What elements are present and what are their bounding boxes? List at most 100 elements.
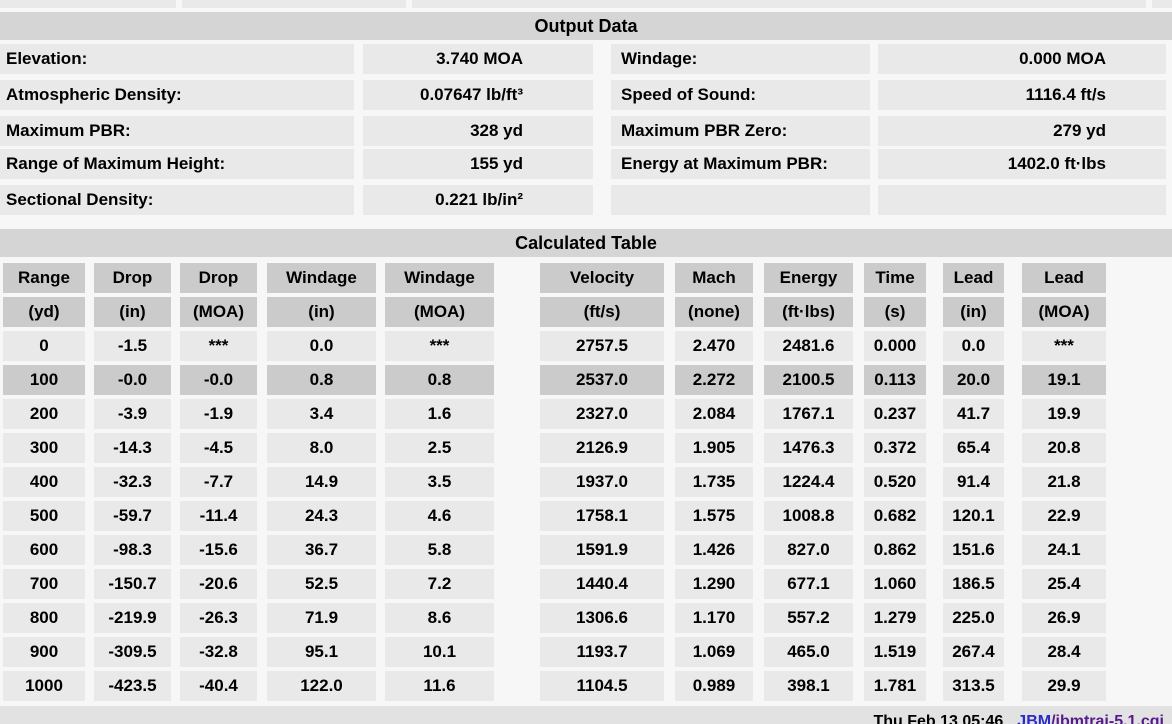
table-cell: 800 bbox=[3, 603, 85, 633]
table-cell: 2481.6 bbox=[764, 331, 853, 361]
output-value: 328 yd bbox=[363, 116, 593, 146]
table-cell: 20.8 bbox=[1022, 433, 1106, 463]
table-row: 800 -219.9 -26.3 71.9 8.6 1306.6 1.170 557.2 1.2… bbox=[0, 603, 1172, 633]
table-cell: -423.5 bbox=[94, 671, 171, 701]
cropped-cell bbox=[182, 0, 406, 8]
table-cell: 0.520 bbox=[864, 467, 926, 497]
table-cell: 557.2 bbox=[764, 603, 853, 633]
table-cell: 91.4 bbox=[943, 467, 1004, 497]
column-header-name: Mach bbox=[675, 263, 753, 293]
footer-timestamp: Thu Feb 13 05:46 bbox=[873, 713, 1004, 724]
table-cell: -309.5 bbox=[94, 637, 171, 667]
column-header-unit: (s) bbox=[864, 297, 926, 327]
table-cell: -1.5 bbox=[94, 331, 171, 361]
output-value: 0.07647 lb/ft³ bbox=[363, 80, 593, 110]
table-cell: -1.9 bbox=[180, 399, 257, 429]
column-header-unit: (in) bbox=[943, 297, 1004, 327]
output-label: Maximum PBR: bbox=[0, 116, 354, 146]
column-header-unit: (ft/s) bbox=[540, 297, 664, 327]
table-cell: 0.682 bbox=[864, 501, 926, 531]
table-cell: -15.6 bbox=[180, 535, 257, 565]
table-header-units-row: (yd) (in) (MOA) (in) (MOA) (ft/s) (none) (ft·lb… bbox=[0, 297, 1172, 327]
table-cell: 151.6 bbox=[943, 535, 1004, 565]
table-cell: 0.8 bbox=[385, 365, 494, 395]
table-cell: 2.272 bbox=[675, 365, 753, 395]
table-cell: 100 bbox=[3, 365, 85, 395]
footer-link-script[interactable]: /jbmtraj-5.1.cgi bbox=[1051, 713, 1164, 724]
table-cell: 1591.9 bbox=[540, 535, 664, 565]
table-cell: *** bbox=[180, 331, 257, 361]
cropped-cell bbox=[1152, 0, 1172, 8]
table-cell: 1.060 bbox=[864, 569, 926, 599]
table-cell: -219.9 bbox=[94, 603, 171, 633]
table-cell: -0.0 bbox=[94, 365, 171, 395]
table-cell: 120.1 bbox=[943, 501, 1004, 531]
table-cell: *** bbox=[1022, 331, 1106, 361]
table-cell: 600 bbox=[3, 535, 85, 565]
table-cell: 1.735 bbox=[675, 467, 753, 497]
column-header-unit: (none) bbox=[675, 297, 753, 327]
output-data-group: Sectional Density: 0.221 lb/in² bbox=[0, 185, 1172, 215]
table-cell: 95.1 bbox=[267, 637, 376, 667]
output-data-row: Atmospheric Density: 0.07647 lb/ft³ Speed … bbox=[0, 80, 1172, 110]
table-cell: -7.7 bbox=[180, 467, 257, 497]
table-cell: 1306.6 bbox=[540, 603, 664, 633]
table-cell: 1.426 bbox=[675, 535, 753, 565]
table-cell: 1008.8 bbox=[764, 501, 853, 531]
table-cell: 20.0 bbox=[943, 365, 1004, 395]
table-cell: 0.372 bbox=[864, 433, 926, 463]
output-label: Atmospheric Density: bbox=[0, 80, 354, 110]
table-cell: 0.8 bbox=[267, 365, 376, 395]
output-value bbox=[878, 185, 1166, 215]
table-cell: 1000 bbox=[3, 671, 85, 701]
table-cell: 8.0 bbox=[267, 433, 376, 463]
output-label: Sectional Density: bbox=[0, 185, 354, 215]
table-cell: 0 bbox=[3, 331, 85, 361]
table-row: 200 -3.9 -1.9 3.4 1.6 2327.0 2.084 1767.1 0.237 4… bbox=[0, 399, 1172, 429]
cropped-row-above bbox=[0, 0, 1172, 8]
table-cell: 827.0 bbox=[764, 535, 853, 565]
output-data-row: Range of Maximum Height: 155 yd Energy at … bbox=[0, 149, 1172, 179]
table-header-names-row: Range Drop Drop Windage Windage Velocity Mach E… bbox=[0, 263, 1172, 293]
output-data-row: Maximum PBR: 328 yd Maximum PBR Zero: 279 y… bbox=[0, 116, 1172, 146]
table-cell: 0.113 bbox=[864, 365, 926, 395]
table-row: 300 -14.3 -4.5 8.0 2.5 2126.9 1.905 1476.3 0.372… bbox=[0, 433, 1172, 463]
table-cell: 65.4 bbox=[943, 433, 1004, 463]
table-cell: 1.290 bbox=[675, 569, 753, 599]
table-row: 900 -309.5 -32.8 95.1 10.1 1193.7 1.069 465.0 1.… bbox=[0, 637, 1172, 667]
column-header-unit: (in) bbox=[267, 297, 376, 327]
table-row: 1000 -423.5 -40.4 122.0 11.6 1104.5 0.989 398.1… bbox=[0, 671, 1172, 701]
column-header-name: Time bbox=[864, 263, 926, 293]
footer-link-jbm[interactable]: JBM bbox=[1017, 713, 1052, 724]
table-cell: 4.6 bbox=[385, 501, 494, 531]
table-cell: 1758.1 bbox=[540, 501, 664, 531]
table-cell: 2757.5 bbox=[540, 331, 664, 361]
output-value: 0.221 lb/in² bbox=[363, 185, 593, 215]
table-cell: 313.5 bbox=[943, 671, 1004, 701]
output-data-row: Elevation: 3.740 MOA Windage: 0.000 MOA bbox=[0, 44, 1172, 74]
table-cell: 41.7 bbox=[943, 399, 1004, 429]
column-header-name: Windage bbox=[385, 263, 494, 293]
column-header-name: Windage bbox=[267, 263, 376, 293]
table-cell: -98.3 bbox=[94, 535, 171, 565]
table-cell: 700 bbox=[3, 569, 85, 599]
table-cell: 398.1 bbox=[764, 671, 853, 701]
table-cell: 0.862 bbox=[864, 535, 926, 565]
table-cell: 1.519 bbox=[864, 637, 926, 667]
output-value: 155 yd bbox=[363, 149, 593, 179]
table-row: 100 -0.0 -0.0 0.8 0.8 2537.0 2.272 2100.5 0.113 2… bbox=[0, 365, 1172, 395]
footer-bar: Thu Feb 13 05:46 JBM/jbmtraj-5.1.cgi bbox=[0, 706, 1172, 724]
output-data-group: Maximum PBR: 328 yd Maximum PBR Zero: 279 y… bbox=[0, 116, 1172, 179]
output-label: Elevation: bbox=[0, 44, 354, 74]
table-cell: -59.7 bbox=[94, 501, 171, 531]
table-cell: 10.1 bbox=[385, 637, 494, 667]
table-row: 500 -59.7 -11.4 24.3 4.6 1758.1 1.575 1008.8 0.6… bbox=[0, 501, 1172, 531]
table-cell: 2.084 bbox=[675, 399, 753, 429]
column-header-unit: (MOA) bbox=[385, 297, 494, 327]
table-cell: -14.3 bbox=[94, 433, 171, 463]
table-cell: *** bbox=[385, 331, 494, 361]
table-cell: 900 bbox=[3, 637, 85, 667]
table-cell: 24.3 bbox=[267, 501, 376, 531]
table-cell: -20.6 bbox=[180, 569, 257, 599]
table-cell: 71.9 bbox=[267, 603, 376, 633]
